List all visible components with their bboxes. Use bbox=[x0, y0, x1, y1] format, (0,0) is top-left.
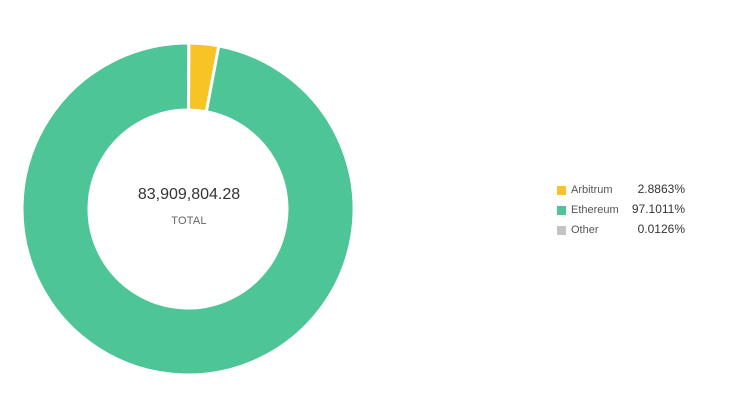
donut-center-label: TOTAL bbox=[171, 215, 207, 227]
donut-slice-ethereum[interactable] bbox=[20, 41, 356, 377]
legend-label-arbitrum: Arbitrum bbox=[571, 184, 613, 196]
legend-item-ethereum[interactable]: Ethereum 97.1011% bbox=[557, 202, 697, 222]
legend-value-arbitrum: 2.8863% bbox=[637, 182, 685, 196]
legend-label-other: Other bbox=[571, 224, 599, 236]
legend-swatch-ethereum bbox=[557, 206, 566, 215]
legend-swatch-arbitrum bbox=[557, 186, 566, 195]
legend-label-ethereum: Ethereum bbox=[571, 204, 619, 216]
chart-legend: Arbitrum 2.8863% Ethereum 97.1011% Other… bbox=[557, 182, 697, 242]
legend-value-ethereum: 97.1011% bbox=[631, 202, 685, 216]
legend-item-other[interactable]: Other 0.0126% bbox=[557, 222, 697, 242]
donut-center-total: 83,909,804.28 bbox=[137, 186, 241, 203]
legend-value-other: 0.0126% bbox=[637, 222, 685, 236]
legend-swatch-other bbox=[557, 226, 566, 235]
legend-item-arbitrum[interactable]: Arbitrum 2.8863% bbox=[557, 182, 697, 202]
